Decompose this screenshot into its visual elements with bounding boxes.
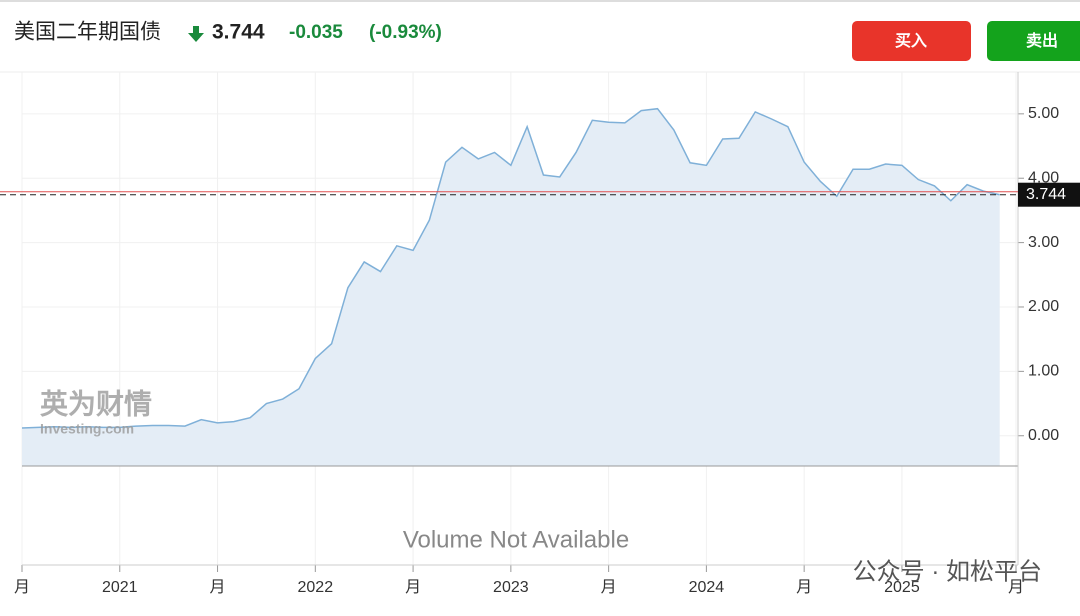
- sell-button[interactable]: [987, 21, 1080, 61]
- area-fill: [22, 108, 1000, 466]
- x-tick-label: 月: [601, 579, 617, 596]
- sell-label[interactable]: 卖出: [1026, 31, 1058, 50]
- x-tick-label: 2023: [493, 579, 529, 596]
- volume-note: Volume Not Available: [403, 526, 629, 553]
- x-tick-label: 2021: [102, 579, 138, 596]
- price-tag: [1018, 182, 1080, 207]
- y-tick-label: 1.00: [1028, 363, 1059, 380]
- watermark-cn: 英为财情: [40, 388, 152, 419]
- y-tick-label: 4.00: [1028, 169, 1059, 186]
- x-tick-label: 月: [1008, 579, 1024, 596]
- watermark-en: Investing.com: [40, 421, 134, 437]
- x-tick-label: 2022: [298, 579, 334, 596]
- chart-title: 美国二年期国债: [14, 21, 161, 44]
- price-tag-label: 3.744: [1026, 186, 1066, 203]
- y-tick-label: 3.00: [1028, 234, 1059, 251]
- change: -0.035: [289, 22, 343, 43]
- price: 3.744: [212, 21, 265, 44]
- x-tick-label: 月: [210, 579, 226, 596]
- x-tick-label: 2024: [689, 579, 725, 596]
- x-tick-label: 2025: [884, 579, 920, 596]
- change-percent: (-0.93%): [369, 22, 442, 43]
- x-tick-label: 月: [405, 579, 421, 596]
- y-tick-label: 2.00: [1028, 298, 1059, 315]
- buy-label[interactable]: 买入: [895, 32, 927, 50]
- buy-button[interactable]: [852, 21, 971, 61]
- line: [21, 107, 1000, 429]
- footer-note: 公众号 · 如松平台: [853, 558, 1042, 585]
- x-tick-label: 月: [796, 579, 812, 596]
- down-arrow: [188, 26, 204, 42]
- x-tick-label: 月: [14, 579, 30, 596]
- y-tick-label: 0.00: [1028, 427, 1059, 444]
- y-tick-label: 5.00: [1028, 105, 1059, 122]
